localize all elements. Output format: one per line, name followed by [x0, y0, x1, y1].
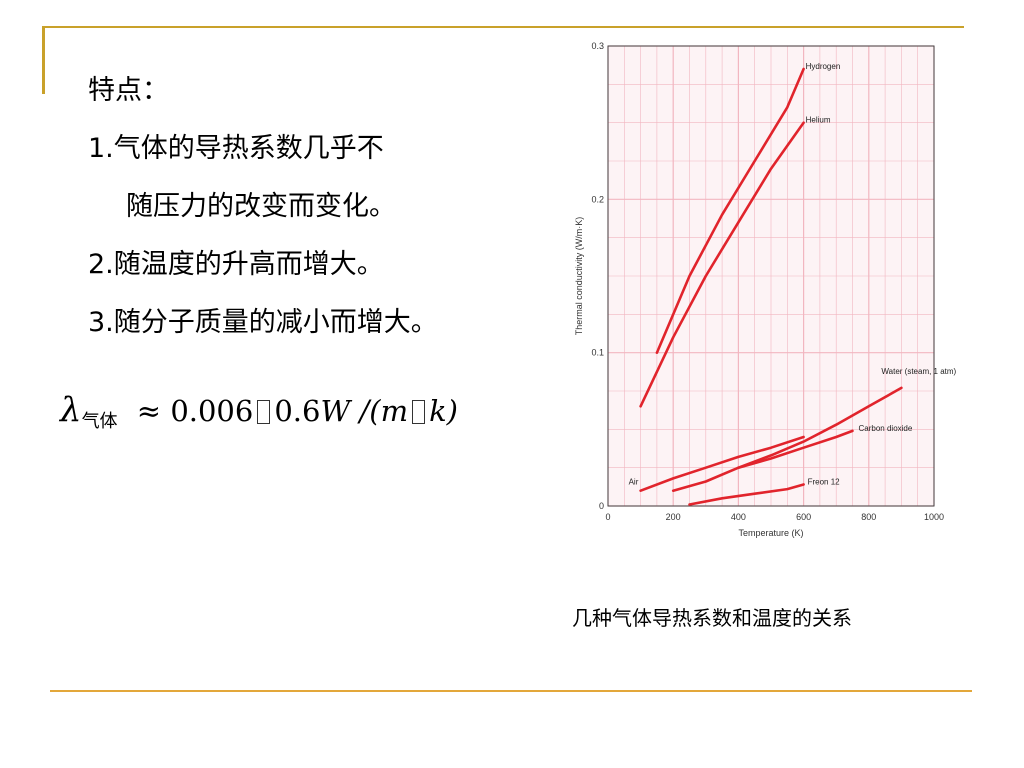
series-label: Helium [806, 116, 831, 125]
y-tick-label: 0.1 [591, 348, 604, 358]
x-axis-title: Temperature (K) [738, 528, 803, 538]
series-line [688, 483, 805, 506]
x-tick-label: 600 [796, 512, 811, 522]
decorative-bottom-line [50, 690, 972, 692]
series-line [737, 386, 903, 469]
conductivity-formula: λ气体 ≈ 0.006 0.6W /(m k) [60, 390, 458, 440]
lambda-symbol: λ [60, 390, 82, 430]
series-line [655, 67, 805, 354]
thermal-conductivity-chart: 0 200 400 600 800 1000 0 0.1 0.2 0.3 Temperature (… [572, 36, 960, 556]
y-tick-label: 0.3 [591, 41, 604, 51]
feature-point-3: 3.随分子质量的减小而增大。 [88, 307, 438, 338]
formula-low-value: 0.006 [170, 394, 254, 428]
formula-unit-w: W [320, 394, 351, 428]
approx-sign: ≈ [136, 394, 162, 428]
series-label: Freon 12 [808, 478, 841, 487]
formula-unit-k: k) [429, 394, 458, 428]
x-tick-label: 800 [861, 512, 876, 522]
feature-point-1-continued: 随压力的改变而变化。 [126, 191, 396, 222]
x-tick-label: 1000 [924, 512, 944, 522]
chart-svg: 0 200 400 600 800 1000 0 0.1 0.2 0.3 Temperature (… [574, 41, 957, 538]
y-tick-label: 0.2 [591, 194, 604, 204]
chart-caption: 几种气体导热系数和温度的关系 [572, 606, 852, 630]
y-tick-label: 0 [599, 501, 604, 511]
decorative-top-line [42, 26, 964, 28]
formula-unit-rest: /(m [359, 394, 409, 428]
range-glyph [257, 400, 271, 424]
y-axis-title: Thermal conductivity (W/m·K) [574, 217, 584, 336]
feature-point-1: 1.气体的导热系数几乎不 [88, 133, 384, 164]
plot-frame [607, 45, 935, 507]
x-tick-label: 200 [666, 512, 681, 522]
series-label: Water (steam, 1 atm) [881, 367, 956, 376]
series-label: Carbon dioxide [859, 424, 913, 433]
series-label: Air [629, 478, 639, 487]
feature-list: 特点： 1.气体的导热系数几乎不 随压力的改变而变化。 2.随温度的升高而增大。… [88, 62, 438, 352]
series-label: Hydrogen [806, 62, 841, 71]
decorative-vertical-line [42, 26, 45, 94]
feature-heading: 特点： [88, 75, 169, 106]
series-line [671, 429, 854, 492]
formula-subscript: 气体 [81, 411, 118, 432]
multiply-glyph [412, 400, 426, 424]
series-line [639, 435, 805, 492]
feature-point-2: 2.随温度的升高而增大。 [88, 249, 384, 280]
x-tick-label: 400 [731, 512, 746, 522]
formula-high-value: 0.6 [274, 394, 321, 428]
x-tick-label: 0 [605, 512, 610, 522]
series-line [639, 121, 805, 408]
